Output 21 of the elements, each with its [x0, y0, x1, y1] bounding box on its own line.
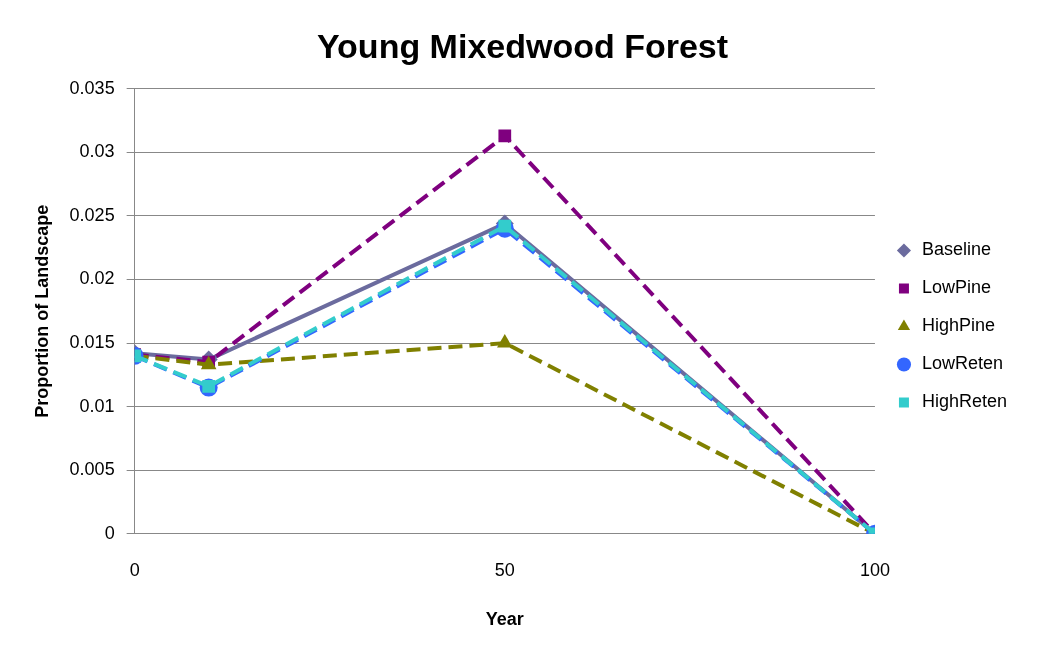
- x-axis-title: Year: [485, 609, 524, 630]
- y-tick-label: 0.015: [69, 332, 115, 353]
- legend-label: LowPine: [921, 277, 991, 298]
- y-tick-label: 0.035: [69, 77, 115, 98]
- y-tick-label: 0.005: [69, 459, 115, 480]
- legend-label: LowReten: [921, 353, 1004, 374]
- point: [498, 129, 512, 143]
- y-axis-title: Proportion of Landscape: [31, 204, 52, 418]
- point: [497, 334, 513, 348]
- y-tick-label: 0.01: [79, 395, 115, 416]
- y-tick-label: 0.025: [69, 204, 115, 225]
- legend-label: HighPine: [921, 315, 995, 336]
- legend-label: HighReten: [921, 391, 1008, 412]
- chart-title: Young Mixedwood Forest: [316, 26, 729, 65]
- y-tick-label: 0.03: [79, 141, 115, 162]
- x-tick-label: 50: [494, 559, 515, 580]
- x-tick-label: 100: [859, 559, 890, 580]
- x-tick-label: 0: [129, 559, 140, 580]
- y-tick-label: 0.02: [79, 268, 115, 289]
- y-tick-label: 0: [104, 522, 115, 543]
- legend-label: Baseline: [921, 239, 991, 260]
